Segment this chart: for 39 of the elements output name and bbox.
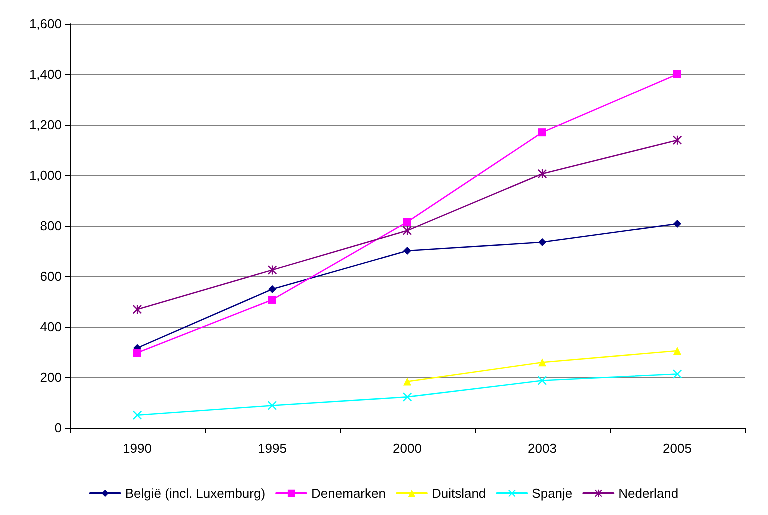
legend-label: Spanje xyxy=(532,486,573,501)
x-tick-label: 2005 xyxy=(663,441,692,456)
point xyxy=(134,349,142,358)
point xyxy=(404,246,412,255)
point xyxy=(268,401,277,410)
point xyxy=(403,226,412,236)
y-tick-label: 0 xyxy=(54,420,62,436)
point xyxy=(268,296,276,304)
point xyxy=(674,346,682,355)
point xyxy=(404,378,412,386)
x-tick-label: 1990 xyxy=(123,441,152,456)
y-tick-label: 1,000 xyxy=(29,168,62,183)
point xyxy=(538,238,546,246)
y-tick-label: 400 xyxy=(40,320,62,334)
point xyxy=(674,70,682,78)
point xyxy=(268,266,277,275)
y-tick-label: 1,400 xyxy=(29,67,62,82)
y-tick-label: 600 xyxy=(40,269,62,284)
point xyxy=(538,128,546,137)
point xyxy=(268,285,276,294)
point xyxy=(403,392,412,402)
point xyxy=(538,376,547,386)
y-tick-label: 1,200 xyxy=(29,118,62,132)
legend-label: Nederland xyxy=(618,486,679,501)
point xyxy=(133,410,142,420)
point xyxy=(673,136,682,145)
y-tick-label: 1,600 xyxy=(29,16,62,32)
point xyxy=(673,370,682,379)
legend-label: België (incl. Luxemburg) xyxy=(125,486,266,501)
point xyxy=(538,358,546,367)
x-tick-label: 2003 xyxy=(528,441,557,456)
legend-label: Duitsland xyxy=(432,486,486,501)
point xyxy=(404,218,412,226)
legend-label: Denemarken xyxy=(312,486,386,501)
y-tick-label: 800 xyxy=(40,218,62,234)
x-tick-label: 2000 xyxy=(393,441,422,456)
point xyxy=(674,220,682,228)
y-tick-label: 200 xyxy=(40,370,62,385)
x-tick-label: 1995 xyxy=(258,441,287,456)
